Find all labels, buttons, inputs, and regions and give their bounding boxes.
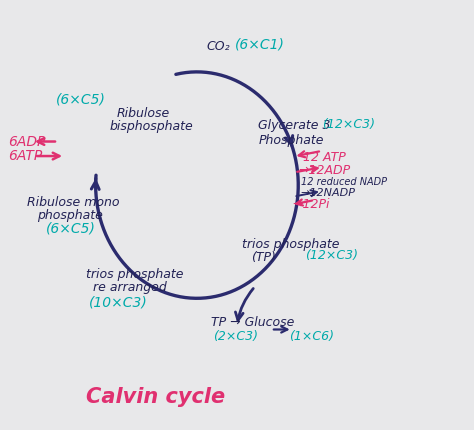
- Text: (6×C1): (6×C1): [235, 37, 284, 51]
- Text: (12×C3): (12×C3): [322, 118, 375, 131]
- Text: Phosphate: Phosphate: [258, 134, 324, 147]
- Text: Glycerate 3: Glycerate 3: [258, 119, 331, 132]
- Text: 12 reduced NADP: 12 reduced NADP: [301, 177, 387, 187]
- Text: 6ATP: 6ATP: [9, 149, 43, 163]
- Text: →12NADP: →12NADP: [301, 188, 356, 198]
- Text: CO₂: CO₂: [206, 40, 230, 53]
- Text: (2×C3): (2×C3): [213, 330, 258, 343]
- Text: trios phosphate: trios phosphate: [86, 268, 184, 281]
- Text: trios phosphate: trios phosphate: [242, 238, 339, 252]
- Text: Ribulose: Ribulose: [117, 107, 170, 120]
- Text: (12×C3): (12×C3): [305, 249, 358, 262]
- Text: re arranged: re arranged: [93, 281, 167, 294]
- Text: 12 ATP: 12 ATP: [303, 151, 346, 164]
- Text: (1×C6): (1×C6): [289, 330, 334, 343]
- Text: (10×C3): (10×C3): [89, 295, 147, 310]
- Text: (6×C5): (6×C5): [46, 222, 96, 236]
- Text: →12Pi: →12Pi: [292, 198, 330, 211]
- Text: 6ADP: 6ADP: [9, 135, 46, 148]
- Text: phosphate: phosphate: [36, 209, 102, 221]
- Text: Calvin cycle: Calvin cycle: [86, 387, 225, 407]
- Text: bisphosphate: bisphosphate: [110, 120, 193, 132]
- Text: (TP): (TP): [251, 251, 276, 264]
- Text: Ribulose mono: Ribulose mono: [27, 196, 120, 209]
- Text: TP → Glucose: TP → Glucose: [211, 316, 294, 329]
- Text: →12ADP: →12ADP: [298, 164, 350, 177]
- Text: (6×C5): (6×C5): [55, 92, 105, 107]
